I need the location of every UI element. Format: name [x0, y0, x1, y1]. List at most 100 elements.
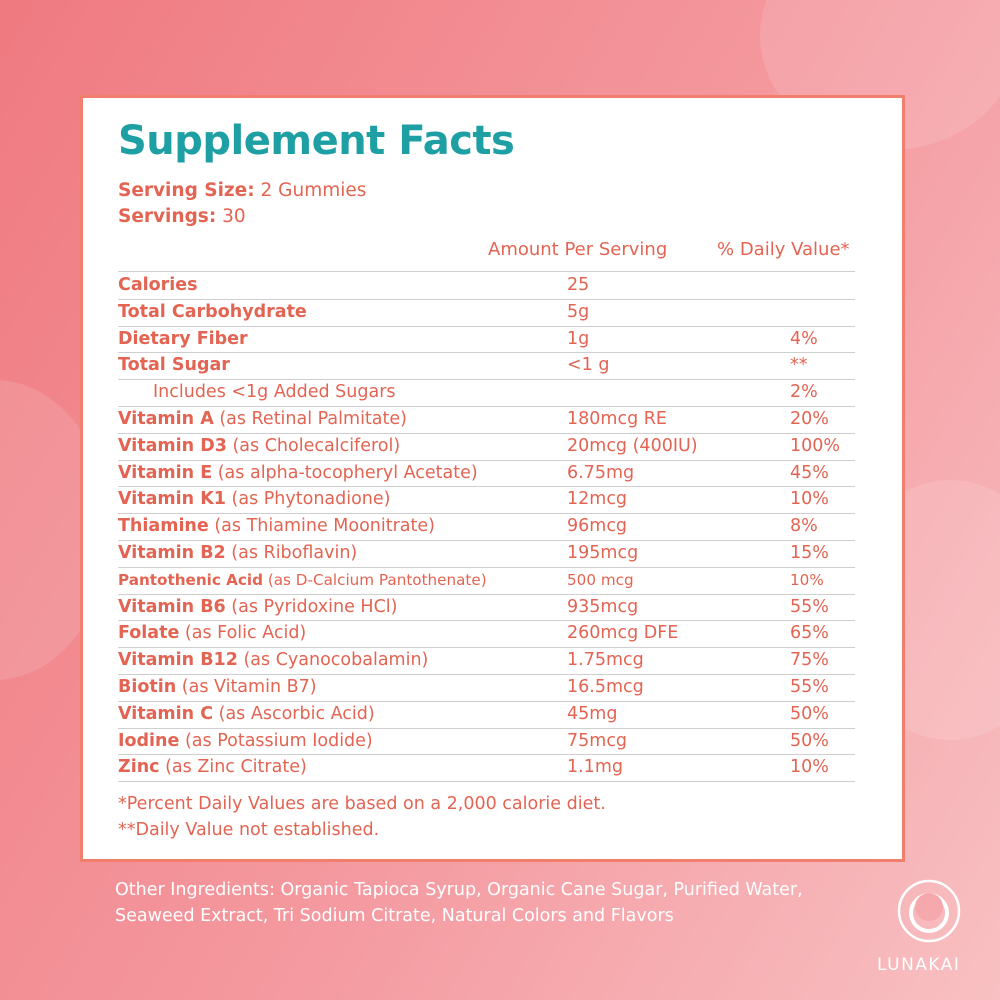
daily-value: 2%	[790, 382, 818, 403]
table-row: Vitamin E (as alpha-tocopheryl Acetate) 6…	[118, 460, 855, 488]
nutrient-source: (as Phytonadione)	[231, 489, 391, 510]
amount: 12mcg	[567, 489, 628, 510]
row-rule	[118, 271, 855, 272]
amount: 20mcg (400IU)	[567, 435, 698, 456]
amount: 1.1mg	[567, 757, 623, 778]
nutrient: Vitamin B6 (as Pyridoxine HCl)	[118, 594, 397, 621]
amount: 75mcg	[567, 730, 628, 751]
column-header: Amount Per Serving	[488, 239, 668, 260]
amount: 45mg	[567, 703, 618, 724]
table-row: Vitamin B6 (as Pyridoxine HCl) 935mcg 55%	[118, 594, 855, 622]
table-row: Biotin (as Vitamin B7) 16.5mcg 55%	[118, 674, 855, 702]
nutrient: Vitamin E (as alpha-tocopheryl Acetate)	[118, 460, 478, 487]
brand: LUNAKAI	[877, 955, 961, 975]
daily-value: 10%	[790, 489, 829, 510]
table-row: Vitamin K1 (as Phytonadione) 12mcg 10%	[118, 486, 855, 515]
nutrient: Dietary Fiber	[118, 326, 248, 353]
label: Serving Size:	[118, 180, 255, 201]
nutrient: Total Sugar	[118, 352, 230, 379]
daily-value: 15%	[790, 543, 829, 563]
daily-value: **	[790, 355, 808, 376]
table-row: Vitamin C (as Ascorbic Acid) 45mg 50%	[118, 701, 855, 729]
amount: 1.75mcg	[567, 650, 644, 671]
nutrient-source: (as Retinal Palmitate)	[219, 409, 407, 429]
facts-panel	[80, 95, 905, 862]
daily-value: 45%	[790, 462, 829, 483]
nutrient-name: Folate	[118, 623, 180, 644]
daily-value: 10%	[790, 570, 824, 589]
amount: 96mcg	[567, 516, 628, 537]
table-row: Vitamin B2 (as Riboflavin) 195mcg 15%	[118, 540, 855, 568]
nutrient-name: Zinc	[118, 757, 160, 778]
amount: 500 mcg	[567, 570, 634, 589]
nutrient-name: Dietary Fiber	[118, 328, 248, 349]
table-row: Vitamin A (as Retinal Palmitate) 180mcg R…	[118, 406, 855, 434]
table-row: Folate (as Folic Acid) 260mcg DFE 65%	[118, 620, 855, 649]
table-row: Zinc (as Zinc Citrate) 1.1mg 10%	[118, 754, 855, 783]
table-row: Total Sugar <1 g **	[118, 352, 855, 381]
title: Supplement Facts	[118, 118, 515, 164]
amount: <1 g	[567, 355, 610, 376]
nutrient: Zinc (as Zinc Citrate)	[118, 754, 307, 781]
daily-value: 50%	[790, 703, 829, 724]
nutrient-source: (as D-Calcium Pantothenate)	[267, 570, 487, 589]
nutrient-name: Vitamin E	[118, 462, 213, 483]
amount: 1g	[567, 328, 590, 349]
nutrient-name: Calories	[118, 275, 198, 295]
nutrient-name: Vitamin C	[118, 703, 214, 724]
daily-value: 8%	[790, 516, 818, 537]
amount: 6.75mg	[567, 462, 635, 483]
nutrient-name: Pantothenic Acid	[118, 570, 263, 589]
daily-value: 65%	[790, 623, 829, 644]
nutrient-source: (as Folic Acid)	[184, 623, 307, 644]
table-row: Vitamin D3 (as Cholecalciferol) 20mcg (40…	[118, 433, 855, 461]
nutrient: Pantothenic Acid (as D-Calcium Pantothen…	[118, 567, 487, 594]
nutrient-name: Vitamin D3	[118, 435, 227, 456]
nutrient-name: Total Carbohydrate	[118, 301, 307, 322]
nutrient-source: (as alpha-tocopheryl Acetate)	[217, 462, 478, 483]
nutrient: Biotin (as Vitamin B7)	[118, 674, 317, 701]
table-row: Pantothenic Acid (as D-Calcium Pantothen…	[118, 567, 855, 595]
daily-value: 50%	[790, 730, 829, 751]
nutrient: Vitamin D3 (as Cholecalciferol)	[118, 433, 400, 460]
amount: 16.5mcg	[567, 677, 644, 697]
nutrient: Iodine (as Potassium Iodide)	[118, 728, 373, 755]
nutrient-source: (as Cyanocobalamin)	[243, 650, 429, 671]
nutrient: Total Carbohydrate	[118, 299, 307, 326]
logo	[897, 879, 961, 943]
footnote: *Percent Daily Values are based on a 2,0…	[118, 794, 606, 814]
daily-value: 4%	[790, 328, 818, 349]
column-header: % Daily Value*	[717, 239, 850, 260]
nutrient: Vitamin K1 (as Phytonadione)	[118, 486, 391, 513]
nutrient-source: (as Cholecalciferol)	[232, 435, 401, 456]
nutrient-source: (as Ascorbic Acid)	[218, 703, 375, 724]
ingredients-line: Seaweed Extract, Tri Sodium Citrate, Nat…	[115, 906, 674, 926]
table-row: Calories 25	[118, 272, 855, 300]
ingredients-line: Other Ingredients: Organic Tapioca Syrup…	[115, 880, 803, 900]
nutrient-name: Vitamin B12	[118, 650, 238, 671]
serving-size: Serving Size: 2 Gummies	[118, 180, 366, 201]
daily-value: 55%	[790, 596, 829, 617]
daily-value: 100%	[790, 435, 841, 456]
nutrient-source: (as Vitamin B7)	[181, 677, 317, 697]
nutrient-name: Iodine	[118, 730, 180, 751]
nutrient-source: (as Riboflavin)	[231, 543, 358, 563]
table-row: Total Carbohydrate 5g	[118, 299, 855, 327]
table-row: Includes <1g Added Sugars 2%	[118, 379, 855, 407]
amount: 5g	[567, 301, 590, 322]
amount: 260mcg DFE	[567, 623, 679, 644]
nutrient-name: Thiamine	[118, 516, 209, 537]
nutrient: Folate (as Folic Acid)	[118, 620, 306, 647]
nutrient: Vitamin B12 (as Cyanocobalamin)	[118, 647, 428, 674]
amount: 25	[567, 275, 590, 295]
table-row: Vitamin B12 (as Cyanocobalamin) 1.75mcg 75…	[118, 647, 855, 675]
nutrient: Vitamin B2 (as Riboflavin)	[118, 540, 357, 567]
nutrient: Vitamin A (as Retinal Palmitate)	[118, 406, 407, 433]
amount: 180mcg RE	[567, 409, 667, 429]
amount: 935mcg	[567, 596, 639, 617]
ingredients: Other Ingredients: Organic Tapioca Syrup…	[115, 877, 803, 929]
sub-nutrient: Includes <1g Added Sugars	[153, 382, 396, 403]
value: 2 Gummies	[260, 180, 367, 201]
table-row: Thiamine (as Thiamine Moonitrate) 96mcg 8%	[118, 513, 855, 541]
